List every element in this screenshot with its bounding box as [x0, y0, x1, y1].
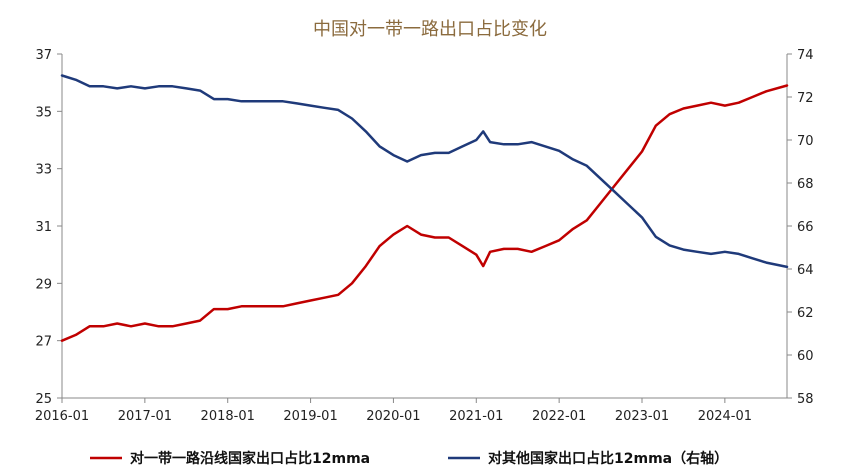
- x-tick-label: 2018-01: [201, 409, 255, 424]
- left-tick-label: 37: [35, 48, 52, 63]
- right-tick-label: 72: [797, 91, 814, 106]
- left-tick-label: 25: [35, 392, 52, 407]
- right-tick-label: 74: [797, 48, 814, 63]
- series-line-other-countries: [60, 74, 789, 269]
- right-tick-label: 62: [797, 306, 814, 321]
- x-tick-label: 2020-01: [366, 409, 420, 424]
- right-tick-label: 68: [797, 177, 814, 192]
- left-tick-label: 27: [35, 335, 52, 350]
- x-tick-label: 2017-01: [118, 409, 172, 424]
- series-lines: [60, 74, 789, 342]
- chart-title: 中国对一带一路出口占比变化: [313, 19, 547, 40]
- x-tick-label: 2019-01: [283, 409, 337, 424]
- right-tick-label: 64: [797, 263, 814, 278]
- x-tick-label: 2021-01: [449, 409, 503, 424]
- axes: 25 27 29 31 33 35 37 58 60 62 64 66 68 70 72 74 2016-01 2…: [35, 48, 814, 424]
- legend: 对一带一路沿线国家出口占比12mma 对其他国家出口占比12mma（右轴）: [90, 450, 728, 467]
- right-tick-label: 66: [797, 220, 814, 235]
- x-tick-label: 2024-01: [698, 409, 752, 424]
- x-tick-label: 2022-01: [532, 409, 586, 424]
- left-tick-label: 29: [35, 277, 52, 292]
- right-tick-label: 58: [797, 392, 814, 407]
- right-tick-label: 70: [797, 134, 814, 149]
- legend-label-belt-road: 对一带一路沿线国家出口占比12mma: [130, 450, 370, 467]
- right-tick-label: 60: [797, 349, 814, 364]
- x-tick-label: 2016-01: [35, 409, 89, 424]
- series-line-belt-road: [60, 84, 789, 342]
- left-tick-label: 31: [35, 220, 52, 235]
- legend-label-other-countries: 对其他国家出口占比12mma（右轴）: [488, 450, 728, 467]
- left-tick-label: 35: [35, 105, 52, 120]
- x-tick-label: 2023-01: [615, 409, 669, 424]
- left-tick-label: 33: [35, 163, 52, 178]
